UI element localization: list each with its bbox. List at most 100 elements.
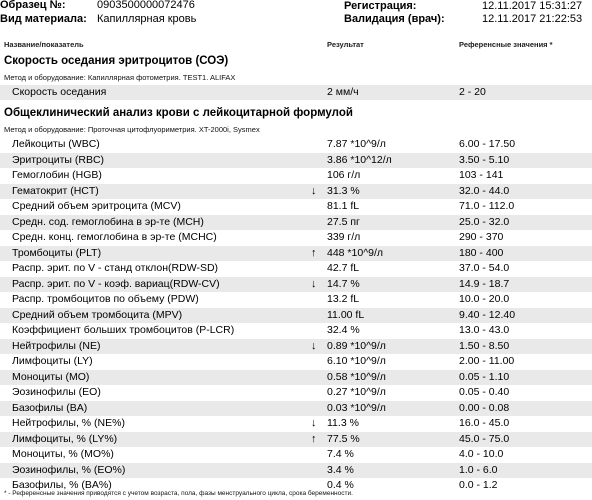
section-method-esr: Метод и оборудование: Капиллярная фотоме… (4, 73, 236, 82)
abnormal-flag-icon: ↓ (311, 417, 317, 429)
table-row: Эозинофилы, % (EO%) 3.4 % 1.0 - 6.0 (0, 462, 592, 478)
table-row: Коэффициент больших тромбоцитов (P-LCR) 3… (0, 323, 592, 338)
test-result: 6.10 *10^9/л (327, 355, 386, 367)
test-name: Эритроциты (RBC) (12, 153, 105, 166)
table-row: Гематокрит (HCT) ↓ 31.3 % 32.0 - 44.0 (0, 183, 592, 199)
table-row: Базофилы (BA) 0.03 *10^9/л 0.00 - 0.08 (0, 400, 592, 416)
test-name: Средн. конц. гемоглобина в эр-те (MCHC) (12, 231, 217, 243)
test-name: Средн. сод. гемоглобина в эр-те (MCH) (12, 215, 204, 228)
table-row: Моноциты (MO) 0.58 *10^9/л 0.05 - 1.10 (0, 369, 592, 385)
test-result: 0.03 *10^9/л (327, 401, 386, 414)
table-row: Средний объем эритроцита (MCV) 81.1 fL 71.… (0, 199, 592, 214)
reference-range: 1.50 - 8.50 (459, 339, 510, 352)
test-result: 339 г/л (327, 231, 361, 243)
abnormal-flag-icon: ↑ (311, 246, 317, 259)
table-row: Моноциты, % (MO%) 7.4 % 4.0 - 10.0 (0, 447, 592, 462)
reference-range: 16.0 - 45.0 (459, 417, 510, 429)
registration-label: Регистрация: (344, 0, 417, 12)
test-result: 448 *10^9/л (327, 246, 384, 259)
validation-label: Валидация (врач): (344, 13, 445, 25)
test-name: Базофилы, % (BA%) (12, 479, 112, 491)
table-row: Базофилы, % (BA%) 0.4 % 0.0 - 1.2 (0, 478, 592, 493)
section-method-cbc: Метод и оборудование: Проточная цитофлуо… (4, 125, 260, 134)
abnormal-flag-icon: ↓ (311, 184, 317, 197)
table-row: Средний объем тромбоцита (MPV) 11.00 fL 9.… (0, 307, 592, 323)
test-name: Нейтрофилы (NE) (12, 339, 101, 352)
test-name: Гемоглобин (HGB) (12, 169, 102, 181)
test-name: Распр. эрит. по V - коэф. вариац(RDW-CV) (12, 277, 220, 290)
reference-range: 13.0 - 43.0 (459, 324, 510, 336)
footnote: * - Референсные значения приводятся с уч… (4, 490, 353, 497)
section-title-esr: Скорость оседания эритроцитов (СОЭ) (4, 55, 229, 67)
test-result: 7.87 *10^9/л (327, 138, 386, 150)
test-result: 77.5 % (327, 432, 360, 445)
test-name: Распр. тромбоцитов по объему (PDW) (12, 293, 199, 305)
reference-range: 103 - 141 (459, 169, 504, 181)
reference-range: 180 - 400 (459, 246, 504, 259)
reference-range: 0.00 - 0.08 (459, 401, 510, 414)
test-result: 0.4 % (327, 479, 354, 491)
reference-range: 2 - 20 (459, 86, 486, 98)
table-row: Нейтрофилы, % (NE%) ↓ 11.3 % 16.0 - 45.0 (0, 416, 592, 431)
test-name: Лимфоциты (LY) (12, 355, 93, 367)
test-result: 14.7 % (327, 277, 360, 290)
reference-range: 14.9 - 18.7 (459, 277, 510, 290)
section-title-cbc: Общеклинический анализ крови с лейкоцита… (4, 107, 353, 119)
test-result: 42.7 fL (327, 262, 360, 274)
column-header-reference: Референсные значения * (459, 40, 553, 49)
column-header-result: Результат (327, 40, 364, 49)
test-name: Моноциты, % (MO%) (12, 448, 114, 460)
material-value: Капиллярная кровь (97, 13, 197, 25)
test-name: Эозинофилы (EO) (12, 386, 101, 398)
test-result: 0.58 *10^9/л (327, 370, 386, 383)
table-row: Лейкоциты (WBC) 7.87 *10^9/л 6.00 - 17.50 (0, 137, 592, 152)
test-result: 3.4 % (327, 463, 354, 476)
table-row: Эозинофилы (EO) 0.27 *10^9/л 0.05 - 0.40 (0, 385, 592, 400)
test-result: 13.2 fL (327, 293, 360, 305)
abnormal-flag-icon: ↓ (311, 277, 317, 290)
reference-range: 1.0 - 6.0 (459, 463, 498, 476)
sample-number-label: Образец №: (0, 0, 66, 11)
table-row: Лимфоциты, % (LY%) ↑ 77.5 % 45.0 - 75.0 (0, 431, 592, 447)
reference-range: 290 - 370 (459, 231, 504, 243)
test-result: 0.27 *10^9/л (327, 386, 386, 398)
test-result: 0.89 *10^9/л (327, 339, 386, 352)
test-name: Моноциты (MO) (12, 370, 90, 383)
reference-range: 10.0 - 20.0 (459, 293, 510, 305)
reference-range: 0.0 - 1.2 (459, 479, 498, 491)
table-row: Средн. конц. гемоглобина в эр-те (MCHC) 3… (0, 230, 592, 245)
reference-range: 2.00 - 11.00 (459, 355, 515, 367)
test-result: 27.5 пг (327, 215, 360, 228)
table-row: Распр. эрит. по V - коэф. вариац(RDW-CV)… (0, 276, 592, 292)
registration-value: 12.11.2017 15:31:27 (482, 0, 583, 12)
sample-number-value: 0903500000072476 (97, 0, 195, 11)
reference-range: 37.0 - 54.0 (459, 262, 510, 274)
abnormal-flag-icon: ↑ (311, 432, 317, 445)
test-name: Эозинофилы, % (EO%) (12, 463, 126, 476)
table-row: Тромбоциты (PLT) ↑ 448 *10^9/л 180 - 400 (0, 245, 592, 261)
test-name: Гематокрит (HCT) (12, 184, 99, 197)
table-row: Гемоглобин (HGB) 106 г/л 103 - 141 (0, 168, 592, 183)
test-result: 11.3 % (327, 417, 359, 429)
column-header-name: Название/показатель (4, 40, 84, 49)
test-result: 81.1 fL (327, 200, 360, 212)
reference-range: 9.40 - 12.40 (459, 308, 516, 321)
test-name: Средний объем эритроцита (MCV) (12, 200, 181, 212)
reference-range: 25.0 - 32.0 (459, 215, 510, 228)
table-row: Лимфоциты (LY) 6.10 *10^9/л 2.00 - 11.00 (0, 354, 592, 369)
reference-range: 32.0 - 44.0 (459, 184, 510, 197)
test-name: Распр. эрит. по V - станд отклон(RDW-SD) (12, 262, 219, 274)
table-row: Нейтрофилы (NE) ↓ 0.89 *10^9/л 1.50 - 8.50 (0, 338, 592, 354)
reference-range: 45.0 - 75.0 (459, 432, 510, 445)
reference-range: 71.0 - 112.0 (459, 200, 515, 212)
validation-value: 12.11.2017 21:22:53 (482, 13, 583, 25)
table-row: Эритроциты (RBC) 3.86 *10^12/л 3.50 - 5.10 (0, 152, 592, 168)
table-row: Средн. сод. гемоглобина в эр-те (MCH) 27.… (0, 214, 592, 230)
test-name: Средний объем тромбоцита (MPV) (12, 308, 183, 321)
test-result: 106 г/л (327, 169, 361, 181)
table-row: Распр. эрит. по V - станд отклон(RDW-SD)… (0, 261, 592, 276)
test-result: 2 мм/ч (327, 86, 359, 98)
test-name: Нейтрофилы, % (NE%) (12, 417, 125, 429)
reference-range: 4.0 - 10.0 (459, 448, 504, 460)
reference-range: 0.05 - 0.40 (459, 386, 510, 398)
